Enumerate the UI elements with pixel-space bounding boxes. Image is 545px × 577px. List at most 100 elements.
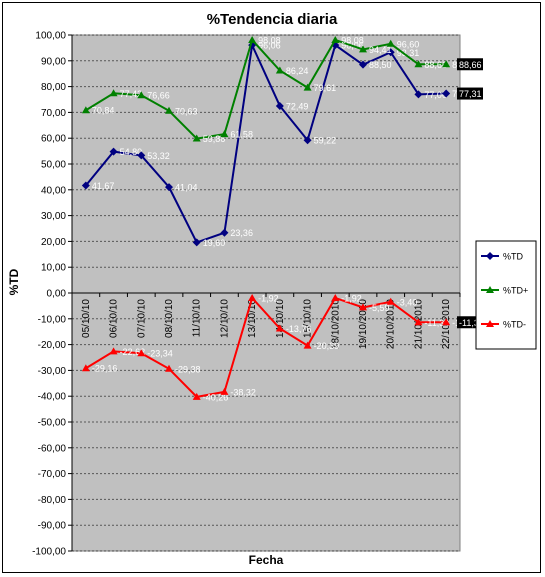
data-point: [220, 387, 229, 395]
data-label: 88,66: [424, 60, 447, 70]
legend-item: %TD: [481, 252, 524, 262]
data-label: 70,63: [175, 106, 198, 116]
legend-item: %TD+: [481, 286, 528, 296]
data-label: 41,04: [175, 183, 198, 193]
x-tick-label: 18/10/2010: [330, 299, 341, 349]
y-axis-ticks: 100,00 90,00 80,00 70,00 60,00 50,00 40,00 30,0…: [32, 31, 73, 558]
data-point: [486, 252, 494, 260]
data-label: 77,00: [424, 90, 447, 100]
data-point: [486, 286, 494, 293]
data-point: [220, 130, 229, 138]
series-line: [85, 295, 447, 398]
data-point: [386, 297, 395, 305]
data-point: [165, 106, 173, 114]
data-label: 76,66: [147, 91, 170, 101]
y-tick-label: -30,00: [38, 366, 67, 377]
y-tick-label: -80,00: [38, 495, 67, 506]
data-label: 59,86: [203, 134, 226, 144]
y-tick-label: 100,00: [35, 31, 66, 42]
end-tag: 77,31: [457, 87, 483, 100]
data-point: [248, 293, 257, 301]
data-label: -11,34: [424, 318, 449, 328]
data-point: [414, 60, 423, 68]
data-point: [81, 181, 90, 190]
end-tag-box: [457, 87, 483, 100]
y-tick-label: -90,00: [38, 521, 67, 532]
legend-item: %TD-: [481, 320, 526, 330]
data-point: [109, 347, 118, 355]
y-tick-label: -40,00: [38, 392, 67, 403]
data-point: [165, 183, 173, 192]
y-tick-label: -70,00: [38, 469, 67, 480]
legend-label: %TD: [503, 252, 524, 262]
data-label: 86,24: [286, 66, 309, 76]
data-label: 23,36: [230, 228, 253, 238]
x-axis-title: Fecha: [249, 553, 284, 567]
series: 41,67 54,80 53,32 41,04 19,60 23,36 96,06 72,49…: [81, 41, 475, 248]
data-label: -13,76: [286, 324, 312, 334]
y-tick-label: 30,00: [41, 211, 66, 222]
data-point: [359, 45, 367, 53]
series-line: [85, 37, 447, 140]
data-label: 59,22: [314, 136, 337, 146]
data-point: [303, 341, 312, 349]
y-tick-label: 20,00: [41, 237, 66, 248]
data-point: [442, 60, 451, 68]
x-tick-label: 07/10/10: [136, 299, 147, 338]
data-point: [386, 39, 395, 47]
y-axis-title: %TD: [7, 268, 21, 295]
x-tick-label: 19/10/2010: [358, 299, 369, 349]
data-label: 96,06: [258, 41, 281, 51]
end-tag-label: 77,31: [459, 89, 482, 99]
data-label: 19,60: [203, 238, 226, 248]
data-label: -1,92: [258, 293, 279, 303]
x-tick-label: 06/10/10: [109, 299, 120, 338]
x-tick-label: 20/10/2010: [386, 299, 397, 349]
x-tick-label: 15/10/10: [303, 299, 314, 338]
y-tick-label: -100,00: [32, 547, 66, 558]
series: -29,16-22,62 -23,34-29,38 -40,26-38,32 -1,9…: [81, 293, 477, 402]
y-tick-label: 0,00: [47, 289, 67, 300]
data-label: 61,58: [230, 130, 253, 140]
data-label: -1,92: [341, 293, 362, 303]
data-label: 98,08: [258, 35, 281, 45]
series-layer: 41,67 54,80 53,32 41,04 19,60 23,36 96,06 72,49…: [81, 35, 477, 402]
data-label: -40,26: [203, 392, 229, 402]
y-tick-label: -60,00: [38, 443, 67, 454]
data-point: [109, 147, 118, 156]
data-point: [81, 106, 90, 114]
data-label: 54,80: [120, 147, 143, 157]
y-tick-label: -10,00: [38, 314, 67, 325]
data-point: [220, 228, 229, 237]
data-point: [137, 91, 146, 99]
end-tag-label: -11,3: [459, 318, 479, 328]
data-label: 96,60: [397, 39, 420, 49]
data-label: 70,84: [92, 106, 115, 116]
end-tag-label: 88,66: [459, 60, 482, 70]
data-point: [359, 60, 367, 69]
x-tick-label: 13/10/10: [247, 299, 258, 338]
data-point: [109, 89, 118, 97]
data-label: -29,16: [92, 364, 118, 374]
data-label: -22,62: [120, 347, 146, 357]
legend-box: [475, 240, 537, 350]
data-point: [137, 151, 146, 160]
y-tick-label: 70,00: [41, 108, 66, 119]
end-tag: 88,66: [457, 58, 483, 71]
data-label: 79,61: [314, 83, 337, 93]
y-tick-label: 10,00: [41, 263, 66, 274]
data-label: 77,42: [120, 89, 143, 99]
x-tick-label: 11/10/10: [192, 299, 203, 338]
data-point: [486, 320, 494, 327]
data-label: -23,34: [147, 349, 173, 359]
data-point: [414, 318, 423, 326]
series: 70,84 77,42 76,66 70,63 59,86 61,58 98,08 86,24…: [81, 35, 475, 144]
data-point: [165, 364, 173, 372]
x-tick-label: 08/10/10: [164, 299, 175, 338]
data-label: -29,38: [175, 364, 201, 374]
data-point: [331, 35, 340, 43]
data-point: [359, 303, 367, 311]
legend-label: %TD-: [503, 320, 526, 330]
chart-title: %Tendencia diaria: [207, 11, 338, 28]
